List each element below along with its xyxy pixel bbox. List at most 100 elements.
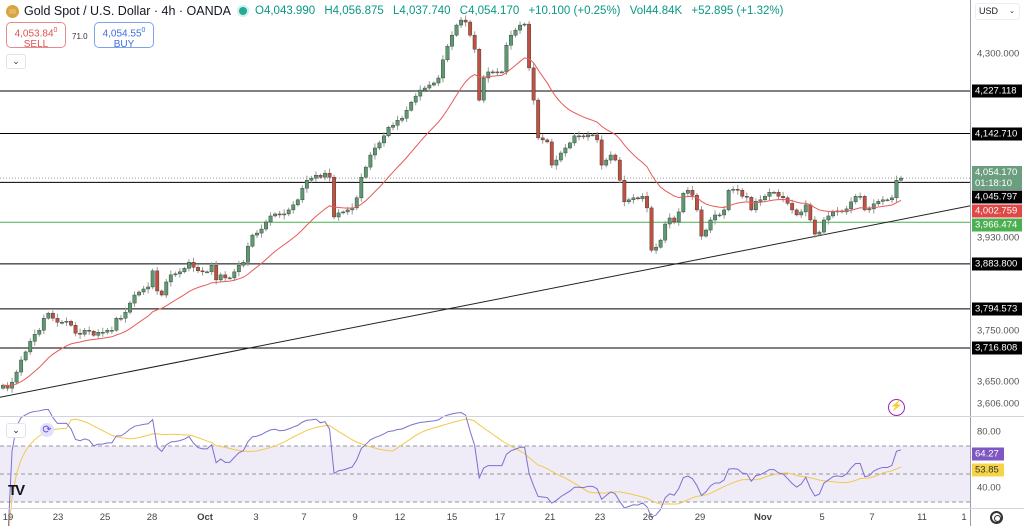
candle-body	[481, 77, 486, 101]
candle-body	[708, 219, 713, 231]
buy-button[interactable]: 4,054.550 BUY	[94, 22, 154, 50]
candle-body	[495, 71, 500, 74]
candle-body	[767, 192, 772, 197]
candle-body	[831, 211, 835, 217]
candle-body	[812, 219, 817, 235]
level-price-tag: 3,716.808	[972, 341, 1022, 355]
ema-price-tag: 4,002.759	[972, 204, 1022, 218]
candle-body	[309, 177, 314, 181]
candle-body	[626, 199, 631, 203]
candle	[164, 278, 169, 299]
candle	[69, 319, 73, 327]
last-price-value: 4,054.170	[975, 167, 1018, 178]
candle	[595, 131, 600, 143]
candle	[790, 199, 795, 214]
candle	[46, 311, 51, 320]
candle	[753, 198, 758, 213]
symbol-title[interactable]: Gold Spot / U.S. Dollar · 4h · OANDA	[24, 4, 232, 18]
candle-body	[617, 159, 622, 181]
level-price-tag: 4,045.797	[972, 190, 1022, 204]
candle	[871, 199, 876, 214]
candle-body	[654, 246, 658, 251]
candle	[731, 186, 736, 194]
candle	[82, 328, 87, 337]
candle-body	[146, 286, 151, 290]
collapse-legend-button[interactable]: ⌄	[6, 54, 26, 69]
candle-body	[191, 262, 196, 268]
candle	[676, 208, 681, 226]
candle	[386, 125, 391, 138]
candle	[568, 141, 572, 150]
candle-body	[490, 71, 495, 74]
time-tick-label: 17	[494, 512, 506, 523]
candle	[463, 15, 468, 27]
candle-body	[50, 312, 55, 319]
candle	[608, 151, 613, 164]
currency-select[interactable]: USD ⌄	[975, 3, 1020, 20]
candle	[477, 47, 482, 102]
candle-body	[849, 201, 854, 210]
candle	[890, 194, 894, 203]
candle	[713, 210, 717, 225]
change-value: +10.100 (+0.25%)	[528, 5, 621, 17]
collapse-rsi-button[interactable]: ⌄	[6, 423, 26, 438]
candle	[821, 216, 826, 236]
candle-body	[314, 174, 318, 179]
candle	[495, 68, 500, 76]
candle	[105, 328, 110, 335]
candle-body	[785, 197, 790, 204]
candle	[885, 198, 890, 202]
price-tick-label: 3,650.000	[977, 376, 1020, 388]
candle	[177, 268, 182, 278]
time-tick-label: Nov	[754, 512, 772, 523]
candle	[599, 135, 604, 170]
candle	[699, 206, 704, 240]
candle-body	[91, 331, 96, 336]
candle	[41, 314, 46, 335]
candle	[554, 155, 559, 170]
lightning-icon[interactable]: ⚡	[888, 399, 905, 416]
candle-body	[28, 341, 33, 353]
candle-body	[268, 215, 273, 223]
candle	[418, 85, 423, 101]
candle	[549, 138, 554, 169]
level-price-tag: 3,883.800	[972, 257, 1022, 271]
candle	[862, 194, 867, 212]
candle-body	[459, 19, 463, 26]
candle-body	[699, 209, 704, 237]
settings-gear-icon[interactable]	[990, 511, 1003, 524]
candle	[472, 31, 477, 54]
candle-body	[735, 189, 740, 191]
candle	[858, 192, 863, 201]
ema-line	[2, 57, 902, 386]
time-tick-label: 5	[819, 512, 825, 523]
candle	[318, 173, 323, 179]
candle	[377, 140, 382, 151]
refresh-icon[interactable]: ⟳	[40, 423, 54, 437]
sell-button[interactable]: 4,053.840 SELL	[6, 22, 66, 50]
candle-body	[581, 135, 586, 138]
candle-body	[758, 199, 763, 202]
candle-body	[246, 245, 250, 263]
candle-body	[749, 197, 754, 211]
candle-body	[250, 234, 255, 247]
time-tick-label: 29	[694, 512, 706, 523]
candle	[264, 219, 268, 232]
candle	[314, 171, 318, 182]
time-axis-divider	[0, 508, 1024, 509]
candle-body	[731, 189, 736, 191]
candle	[758, 195, 763, 206]
pane-divider[interactable]	[0, 416, 1024, 417]
time-tick-label: 3	[253, 512, 259, 523]
candle-body	[105, 330, 110, 333]
candle-body	[400, 118, 405, 121]
time-tick-label: 15	[446, 512, 458, 523]
candle	[359, 173, 364, 202]
candle-body	[763, 196, 767, 201]
price-chart[interactable]	[0, 0, 970, 526]
candle-body	[404, 109, 409, 119]
candle-body	[658, 239, 663, 248]
candle-body	[286, 209, 291, 215]
time-tick-label: 26	[642, 512, 654, 523]
candle	[685, 187, 690, 197]
